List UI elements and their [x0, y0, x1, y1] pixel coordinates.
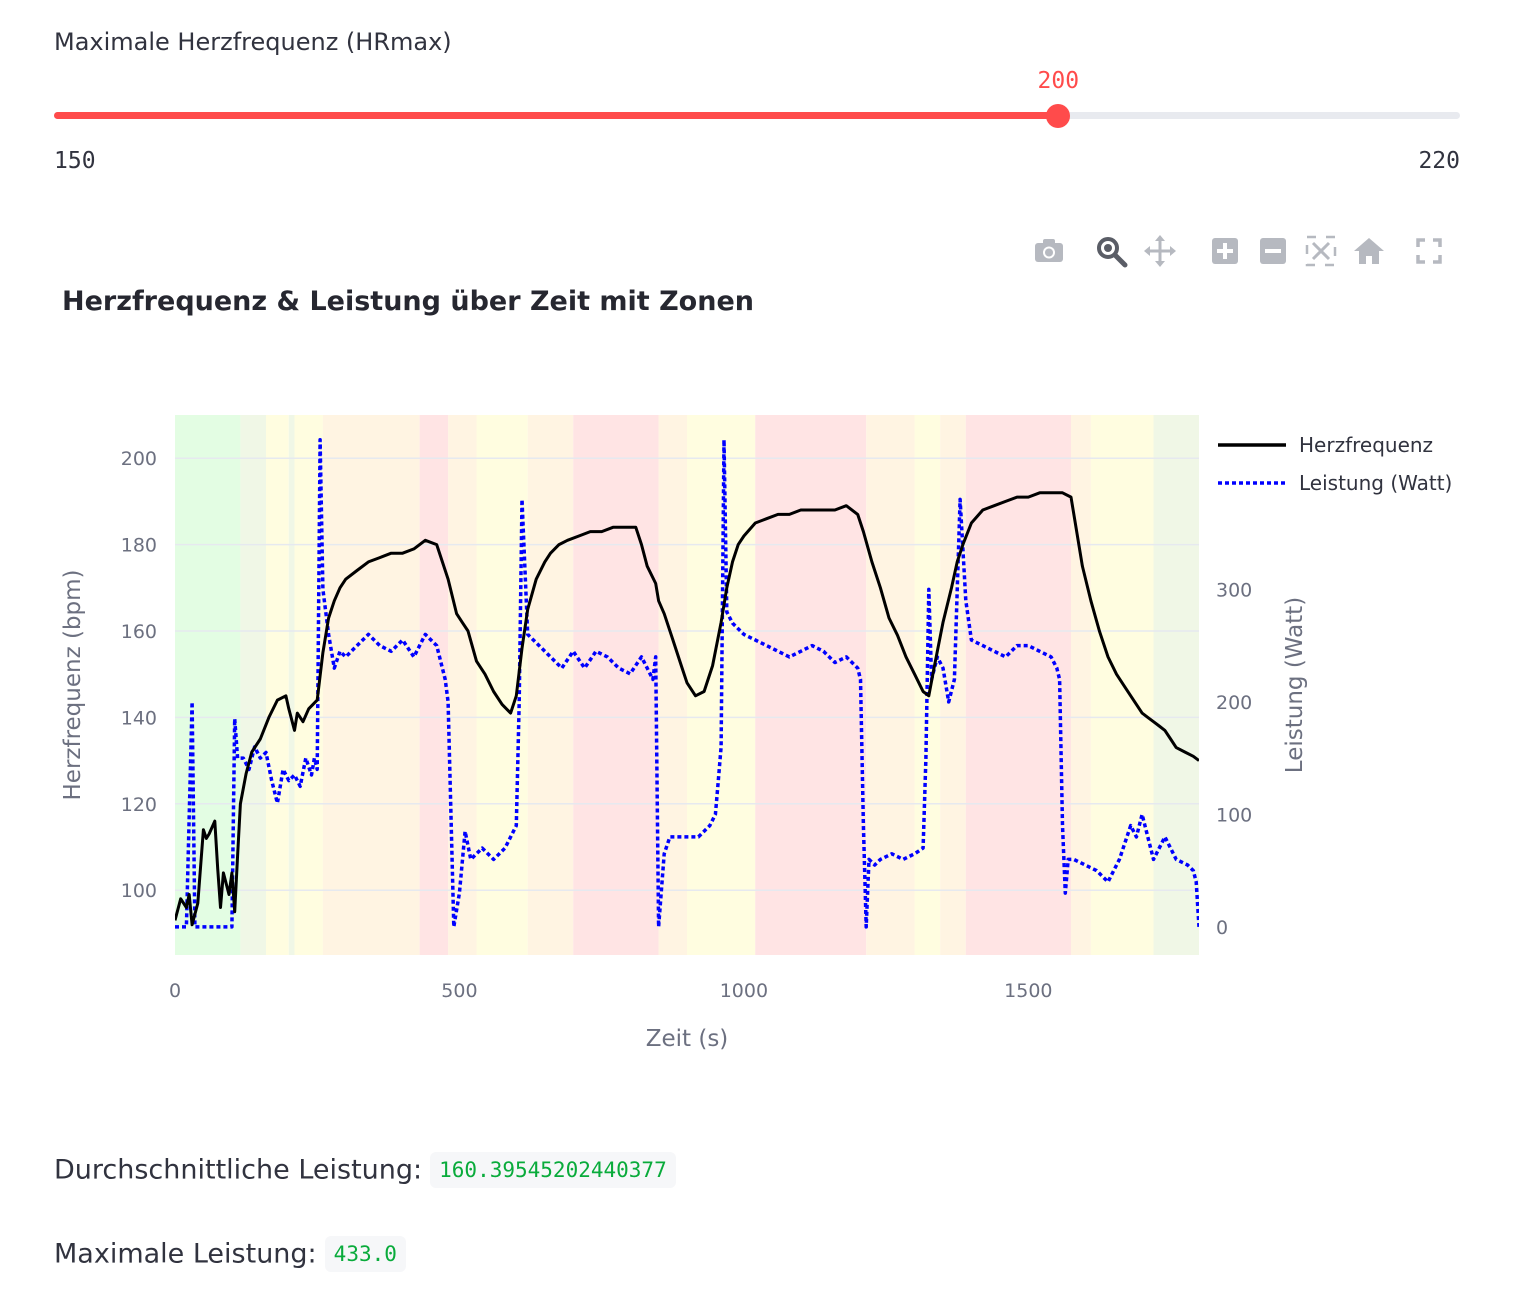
camera-icon[interactable]	[1032, 234, 1066, 268]
zone-band	[266, 415, 289, 955]
y2-tick-label: 300	[1216, 579, 1252, 601]
reset-axes-icon[interactable]	[1352, 234, 1386, 268]
y2-tick-label: 200	[1216, 692, 1252, 714]
x-tick-label: 0	[169, 980, 181, 1002]
zone-band	[965, 415, 1071, 955]
zone-band	[866, 415, 915, 955]
x-axis-label: Zeit (s)	[646, 1026, 729, 1052]
zone-band	[322, 415, 420, 955]
y-axis-label: Herzfrequenz (bpm)	[60, 569, 86, 800]
y-tick-label: 200	[121, 448, 157, 470]
zone-band	[1071, 415, 1091, 955]
max-power-label: Maximale Leistung:	[54, 1238, 317, 1270]
zone-band	[658, 415, 687, 955]
y-tick-label: 100	[121, 880, 157, 902]
legend-label-heart-rate: Herzfrequenz	[1299, 433, 1433, 457]
y-tick-label: 140	[121, 707, 157, 729]
slider-label: Maximale Herzfrequenz (HRmax)	[54, 28, 452, 56]
heart-rate-line	[175, 491, 1199, 927]
slider-thumb[interactable]	[1046, 104, 1071, 128]
y2-tick-label: 100	[1216, 804, 1252, 826]
zone-band	[527, 415, 574, 955]
avg-power-value: 160.39545202440377	[430, 1152, 676, 1188]
slider-track[interactable]	[54, 104, 1460, 128]
zone-band	[240, 415, 267, 955]
zone-band	[175, 415, 241, 955]
y-tick-label: 120	[121, 794, 157, 816]
zoom-in-icon[interactable]	[1208, 234, 1242, 268]
pan-icon[interactable]	[1143, 234, 1177, 268]
x-tick-label: 1000	[720, 980, 768, 1002]
fullscreen-icon[interactable]	[1412, 234, 1446, 268]
slider-min-label: 150	[54, 148, 96, 174]
x-tick-label: 500	[441, 980, 477, 1002]
y2-tick-label: 0	[1216, 917, 1228, 939]
legend-label-power: Leistung (Watt)	[1299, 471, 1452, 495]
zone-band	[288, 415, 295, 955]
slider-fill	[54, 112, 1059, 119]
zone-band	[755, 415, 867, 955]
chart-modebar	[1030, 234, 1460, 270]
zoom-icon[interactable]	[1094, 234, 1128, 268]
zone-band	[1153, 415, 1199, 955]
zone-band	[940, 415, 966, 955]
max-power-metric: Maximale Leistung: 433.0	[54, 1236, 406, 1272]
max-power-value: 433.0	[324, 1236, 406, 1272]
chart-title: Herzfrequenz & Leistung über Zeit mit Zo…	[62, 286, 754, 317]
autoscale-icon[interactable]	[1304, 234, 1338, 268]
zone-band	[419, 415, 449, 955]
zoom-out-icon[interactable]	[1256, 234, 1290, 268]
slider-value: 200	[1037, 68, 1080, 94]
x-tick-label: 1500	[1004, 980, 1052, 1002]
slider-max-label: 220	[1418, 148, 1460, 174]
y-tick-label: 160	[121, 621, 157, 643]
y-tick-label: 180	[121, 535, 157, 557]
avg-power-label: Durchschnittliche Leistung:	[54, 1154, 423, 1186]
y2-axis-label: Leistung (Watt)	[1282, 597, 1308, 773]
zone-band	[573, 415, 659, 955]
power-line	[175, 438, 1199, 929]
avg-power-metric: Durchschnittliche Leistung: 160.395452024…	[54, 1152, 676, 1188]
zone-band	[687, 415, 756, 955]
chart[interactable]: 100 120 140 160 180 200 0 100 200 300 0 500 1000 1500…	[0, 330, 1517, 1090]
